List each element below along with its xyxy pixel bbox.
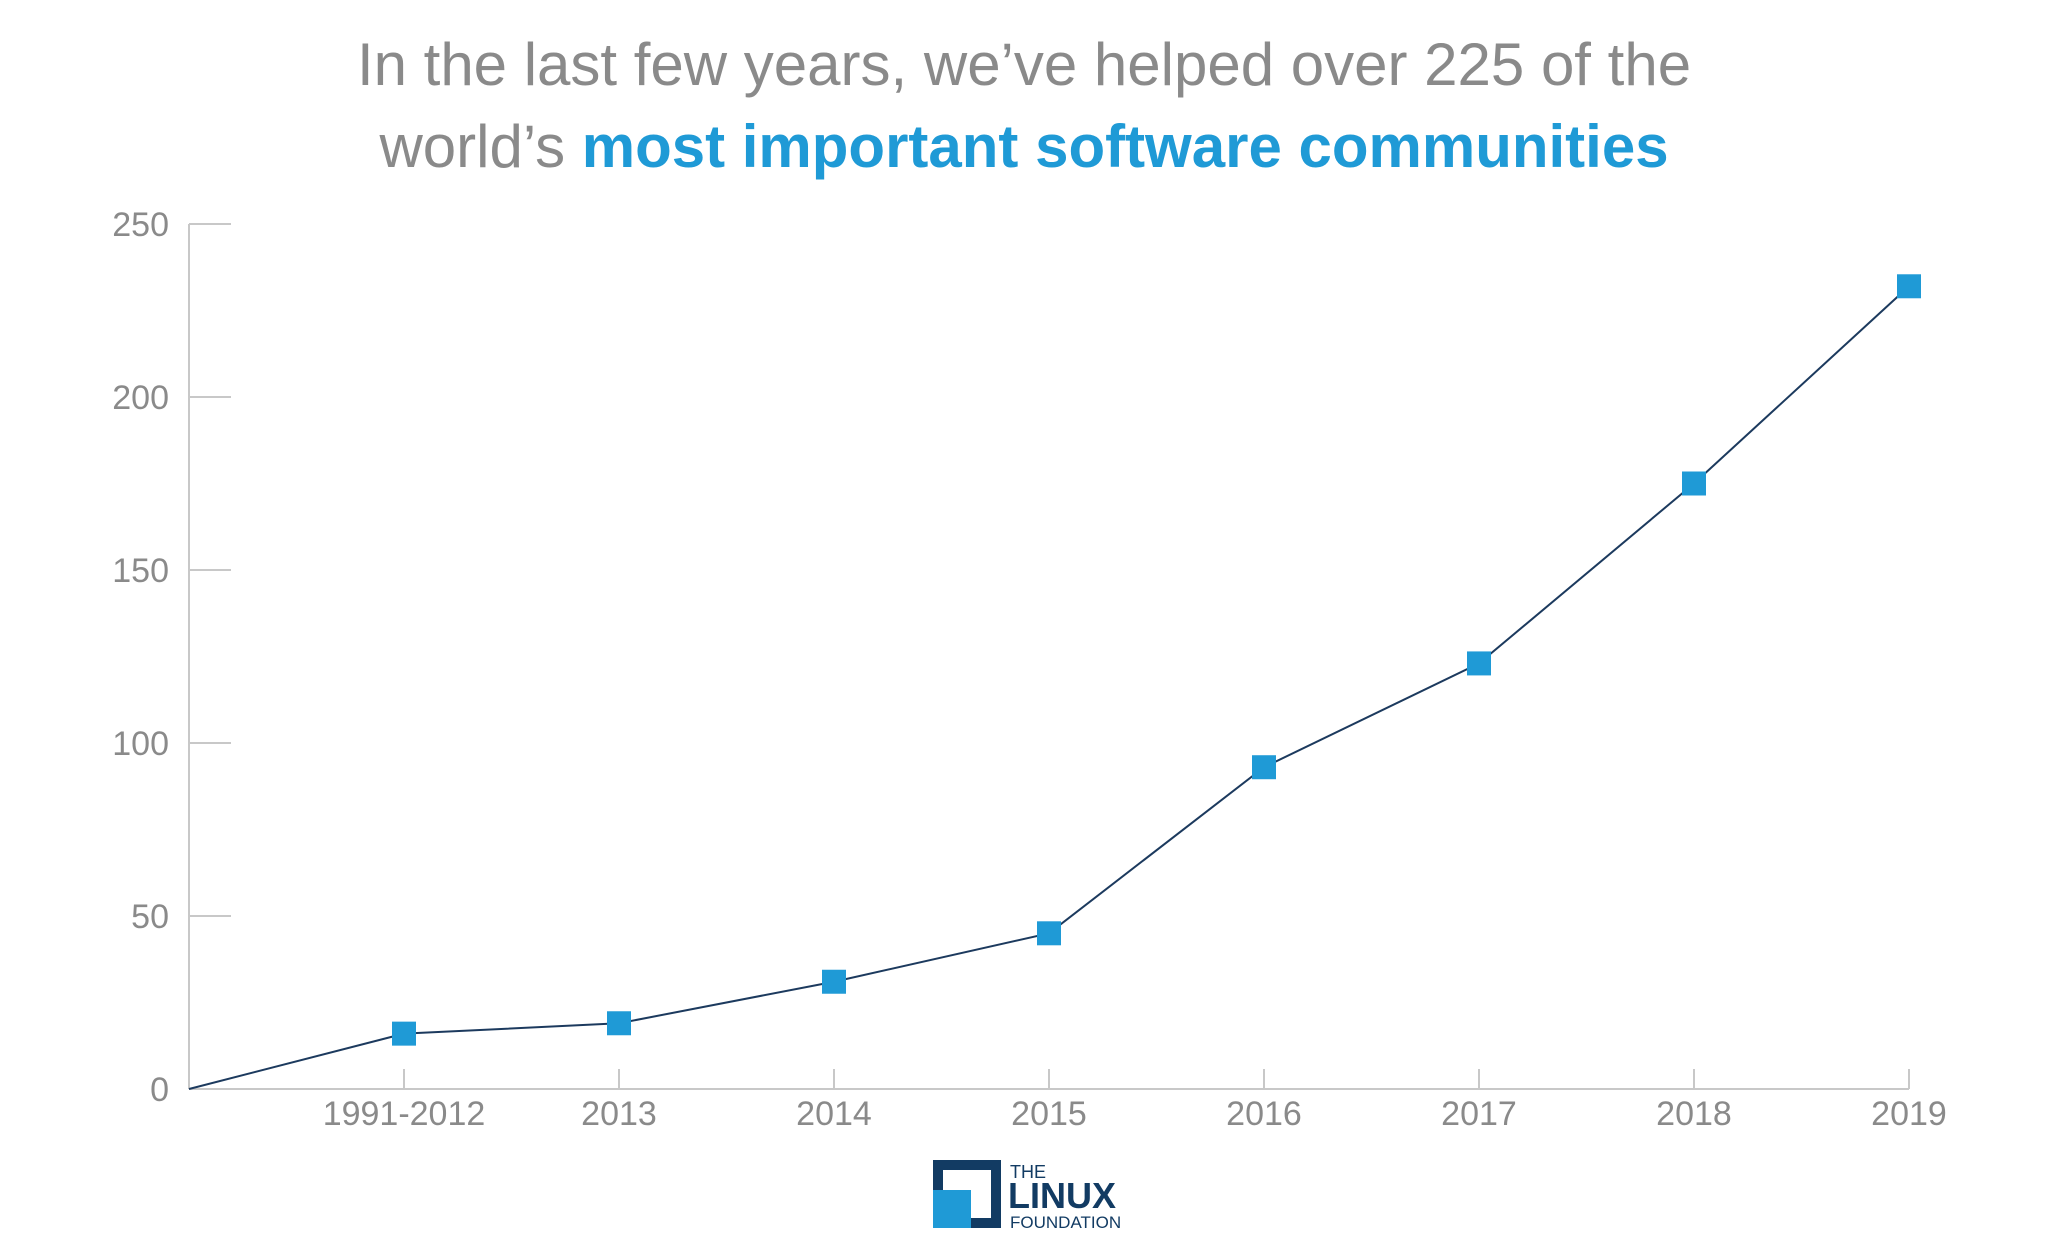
logo-square [933,1190,971,1228]
x-tick-label: 2017 [1441,1095,1517,1133]
marker [1252,755,1276,780]
chart-title: In the last few years, we’ve helped over… [357,31,1691,98]
title-line: world’s [378,113,581,180]
x-tick-label: 2019 [1871,1095,1947,1133]
marker [607,1011,631,1036]
marker [1682,471,1706,496]
x-tick-label: 1991-2012 [323,1095,486,1133]
marker [822,969,846,994]
y-tick-label: 50 [131,898,169,936]
marker [1037,921,1061,946]
marker [1897,274,1921,299]
x-tick-label: 2016 [1226,1095,1302,1133]
marker [392,1021,416,1046]
y-tick-label: 150 [112,552,169,590]
x-tick-label: 2015 [1011,1095,1087,1133]
y-tick-label: 100 [112,725,169,763]
x-tick-label: 2018 [1656,1095,1732,1133]
logo-gap [943,1170,971,1190]
logo-text: LINUX [1008,1175,1116,1216]
x-tick-label: 2013 [581,1095,657,1133]
y-tick-label: 0 [150,1071,169,1109]
y-tick-label: 200 [112,379,169,417]
logo-text: THE [1010,1162,1046,1182]
x-tick-label: 2014 [796,1095,872,1133]
chart-title: world’s most important software communit… [378,113,1668,180]
line [188,285,1910,1090]
title-highlight: most important software communities [582,113,1669,180]
logo: THE LINUX FOUNDATION [933,1160,1121,1232]
logo-text: FOUNDATION [1010,1213,1121,1232]
title-line: In the last few years, we’ve helped over… [357,31,1691,98]
marker [1467,651,1491,676]
y-tick-label: 250 [112,206,169,244]
